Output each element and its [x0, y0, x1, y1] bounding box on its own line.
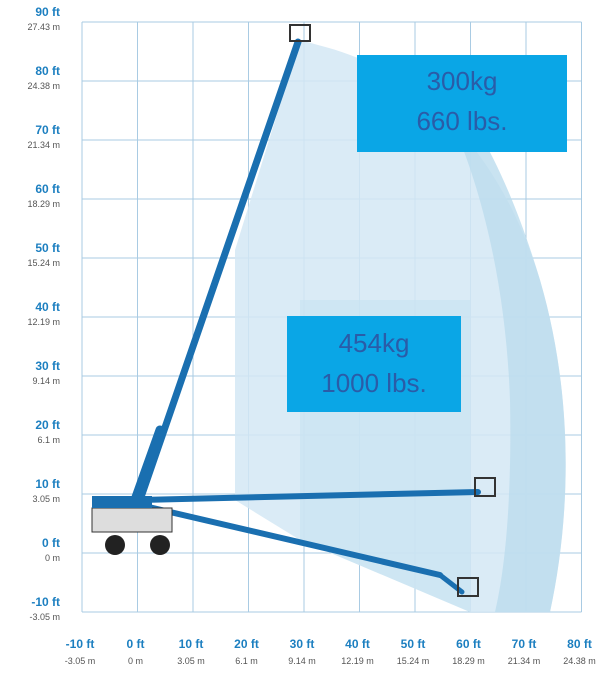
- capacity-lbs: 1000 lbs.: [321, 368, 427, 398]
- x-label-ft: 0 ft: [127, 637, 145, 651]
- chassis-stripe: [92, 496, 152, 508]
- x-label-ft: 20 ft: [234, 637, 259, 651]
- x-label-m: 0 m: [128, 656, 143, 666]
- y-label-ft: -10 ft: [31, 595, 60, 609]
- capacity-box: [287, 316, 461, 412]
- x-label-ft: -10 ft: [66, 637, 95, 651]
- y-label-ft: 60 ft: [35, 182, 60, 196]
- capacity-lbs: 660 lbs.: [416, 106, 507, 136]
- y-label-ft: 30 ft: [35, 359, 60, 373]
- y-label-m: 18.29 m: [27, 199, 60, 209]
- y-label-ft: 20 ft: [35, 418, 60, 432]
- capacity-kg: 300kg: [427, 66, 498, 96]
- y-label-m: 24.38 m: [27, 81, 60, 91]
- y-label-m: 3.05 m: [32, 494, 60, 504]
- x-label-m: 6.1 m: [235, 656, 258, 666]
- x-label-ft: 10 ft: [179, 637, 204, 651]
- y-label-ft: 40 ft: [35, 300, 60, 314]
- x-label-ft: 60 ft: [456, 637, 481, 651]
- x-label-m: 24.38 m: [563, 656, 596, 666]
- y-label-m: 9.14 m: [32, 376, 60, 386]
- x-label-m: -3.05 m: [65, 656, 96, 666]
- y-label-ft: 0 ft: [42, 536, 60, 550]
- x-label-ft: 30 ft: [290, 637, 315, 651]
- x-label-m: 18.29 m: [452, 656, 485, 666]
- y-label-ft: 80 ft: [35, 64, 60, 78]
- envelope-inner: [420, 60, 566, 612]
- capacity-box: [357, 55, 567, 152]
- y-label-m: 27.43 m: [27, 22, 60, 32]
- x-label-m: 3.05 m: [177, 656, 205, 666]
- x-label-ft: 80 ft: [567, 637, 592, 651]
- y-label-m: 0 m: [45, 553, 60, 563]
- y-label-ft: 10 ft: [35, 477, 60, 491]
- y-label-m: 12.19 m: [27, 317, 60, 327]
- x-label-m: 12.19 m: [341, 656, 374, 666]
- x-label-ft: 50 ft: [401, 637, 426, 651]
- machine: [130, 24, 496, 597]
- x-label-ft: 40 ft: [345, 637, 370, 651]
- x-label-m: 9.14 m: [288, 656, 316, 666]
- y-label-m: 6.1 m: [37, 435, 60, 445]
- y-label-m: -3.05 m: [29, 612, 60, 622]
- y-label-ft: 90 ft: [35, 5, 60, 19]
- x-label-m: 15.24 m: [397, 656, 430, 666]
- y-label-m: 15.24 m: [27, 258, 60, 268]
- chassis: [91, 507, 173, 533]
- y-label-ft: 50 ft: [35, 241, 60, 255]
- x-label-m: 21.34 m: [508, 656, 541, 666]
- wheel: [105, 535, 125, 555]
- y-label-m: 21.34 m: [27, 140, 60, 150]
- wheel: [150, 535, 170, 555]
- y-label-ft: 70 ft: [35, 123, 60, 137]
- x-label-ft: 70 ft: [512, 637, 537, 651]
- capacity-kg: 454kg: [339, 328, 410, 358]
